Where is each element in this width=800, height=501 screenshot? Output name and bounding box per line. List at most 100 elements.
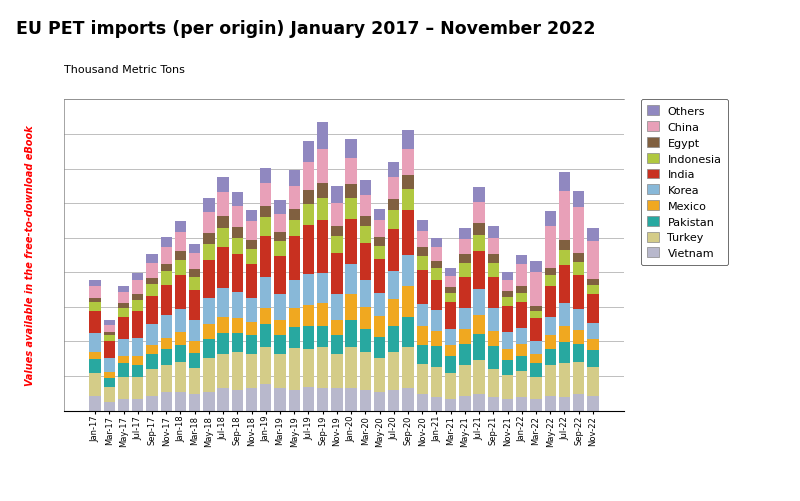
Bar <box>189 277 200 291</box>
Text: Thousand Metric Tons: Thousand Metric Tons <box>64 65 185 75</box>
Bar <box>90 281 101 287</box>
Bar <box>302 225 314 274</box>
Bar <box>118 286 130 292</box>
Bar <box>232 334 243 352</box>
Bar <box>246 265 258 298</box>
Bar <box>118 400 130 411</box>
Bar <box>445 329 456 346</box>
Bar <box>374 358 386 392</box>
Bar <box>118 304 130 308</box>
Bar <box>346 158 357 185</box>
Bar <box>459 255 470 264</box>
Bar <box>302 162 314 191</box>
Bar <box>203 233 214 244</box>
Bar <box>417 346 428 364</box>
Bar <box>459 345 470 366</box>
Bar <box>189 253 200 270</box>
Bar <box>146 255 158 264</box>
Bar <box>488 369 499 397</box>
Bar <box>218 177 229 192</box>
Bar <box>218 216 229 228</box>
Bar <box>331 336 342 355</box>
Bar <box>274 336 286 355</box>
Bar <box>118 292 130 304</box>
Bar <box>558 191 570 240</box>
Bar <box>232 255 243 292</box>
Bar <box>104 321 115 325</box>
Bar <box>90 334 101 352</box>
Bar <box>118 308 130 317</box>
Bar <box>402 317 414 347</box>
Bar <box>558 173 570 191</box>
Bar <box>232 292 243 319</box>
Bar <box>474 224 485 235</box>
Bar <box>516 345 527 356</box>
Bar <box>502 400 514 411</box>
Bar <box>374 392 386 411</box>
Bar <box>573 191 584 208</box>
Bar <box>302 327 314 349</box>
Bar <box>174 261 186 276</box>
Bar <box>488 227 499 238</box>
Bar <box>203 298 214 325</box>
Bar <box>331 295 342 321</box>
Bar <box>573 253 584 262</box>
Bar <box>530 307 542 311</box>
Bar <box>289 328 300 349</box>
Bar <box>346 219 357 265</box>
Bar <box>289 349 300 390</box>
Bar <box>246 388 258 411</box>
Bar <box>360 227 371 243</box>
Bar <box>530 319 542 341</box>
Bar <box>417 248 428 257</box>
Bar <box>346 321 357 347</box>
Bar <box>260 347 271 385</box>
Bar <box>218 355 229 388</box>
Bar <box>346 140 357 158</box>
Bar <box>445 269 456 277</box>
Bar <box>146 279 158 285</box>
Bar <box>317 183 328 198</box>
Bar <box>90 287 101 298</box>
Bar <box>402 388 414 411</box>
Bar <box>587 242 598 280</box>
Bar <box>474 188 485 203</box>
Bar <box>374 246 386 260</box>
Bar <box>346 198 357 219</box>
Bar <box>474 394 485 411</box>
Bar <box>530 364 542 377</box>
Bar <box>274 242 286 257</box>
Bar <box>402 347 414 388</box>
Bar <box>161 265 172 272</box>
Bar <box>174 252 186 261</box>
Bar <box>417 304 428 327</box>
Bar <box>558 304 570 326</box>
Bar <box>587 396 598 411</box>
Bar <box>118 340 130 356</box>
Bar <box>189 270 200 277</box>
Bar <box>530 311 542 319</box>
Bar <box>346 347 357 388</box>
Bar <box>558 326 570 343</box>
Bar <box>146 296 158 325</box>
Bar <box>260 325 271 347</box>
Bar <box>302 306 314 327</box>
Bar <box>218 192 229 216</box>
Bar <box>374 316 386 337</box>
Bar <box>573 276 584 310</box>
Bar <box>203 244 214 261</box>
Bar <box>289 236 300 280</box>
Bar <box>587 351 598 367</box>
Bar <box>174 276 186 310</box>
Bar <box>317 347 328 388</box>
Bar <box>445 373 456 400</box>
Bar <box>203 392 214 411</box>
Bar <box>417 394 428 411</box>
Bar <box>545 287 556 317</box>
Bar <box>402 210 414 256</box>
Bar <box>558 240 570 251</box>
Bar <box>573 262 584 276</box>
Bar <box>232 193 243 206</box>
Bar <box>174 362 186 392</box>
Bar <box>459 396 470 411</box>
